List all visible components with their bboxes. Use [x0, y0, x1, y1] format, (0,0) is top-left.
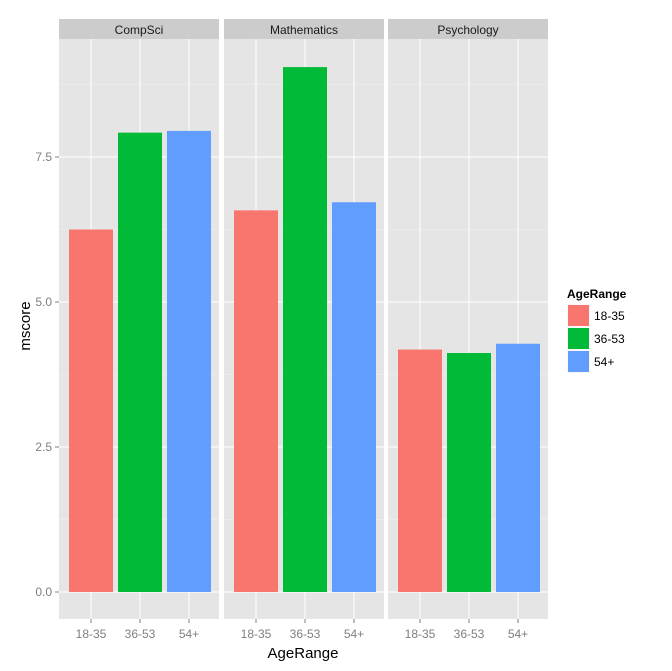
- y-axis: 0.0 2.5 5.0 7.5: [35, 150, 59, 599]
- bar-psychology-54+: [496, 343, 540, 592]
- legend-swatch: [568, 351, 589, 372]
- x-axis-title: AgeRange: [268, 645, 339, 662]
- bar-mathematics-18-35: [234, 210, 278, 593]
- x-tick-label: 18-35: [76, 627, 107, 641]
- facet-strip-label: Psychology: [437, 23, 498, 37]
- legend: AgeRange 18-35 36-53 54+: [566, 287, 627, 374]
- bar-compsci-18-35: [69, 229, 113, 592]
- facet-panels: CompSci Mathematics Psychology: [59, 19, 548, 619]
- x-tick-label: 18-35: [241, 627, 272, 641]
- bar-mathematics-36-53: [283, 67, 327, 593]
- bar-compsci-54+: [167, 130, 211, 592]
- bar-mathematics-54+: [332, 202, 376, 593]
- x-tick-label: 36-53: [290, 627, 321, 641]
- legend-title: AgeRange: [567, 287, 627, 301]
- facet-strip-label: CompSci: [115, 23, 164, 37]
- legend-label: 36-53: [594, 332, 625, 346]
- legend-swatch: [568, 305, 589, 326]
- x-tick-label: 54+: [344, 627, 364, 641]
- y-tick-label: 2.5: [35, 440, 52, 454]
- x-tick-label: 54+: [179, 627, 199, 641]
- x-tick-label: 36-53: [454, 627, 485, 641]
- facet-strip: [59, 19, 219, 39]
- x-axis: 18-35 36-53 54+ 18-35 36-53 54+ 18-35 36-53 54+: [76, 619, 528, 641]
- y-tick-label: 0.0: [35, 585, 52, 599]
- bar-psychology-36-53: [447, 353, 491, 592]
- x-tick-label: 18-35: [405, 627, 436, 641]
- legend-swatch: [568, 328, 589, 349]
- x-tick-label: 54+: [508, 627, 528, 641]
- y-axis-title: mscore: [17, 301, 34, 350]
- y-tick-label: 7.5: [35, 150, 52, 164]
- legend-item: 36-53: [566, 326, 625, 351]
- facet-panel-psychology: Psychology: [388, 19, 548, 619]
- legend-item: 18-35: [566, 303, 625, 328]
- facet-strip-label: Mathematics: [270, 23, 338, 37]
- legend-label: 18-35: [594, 309, 625, 323]
- facet-panel-compsci: CompSci: [59, 19, 219, 619]
- bar-compsci-36-53: [118, 132, 162, 592]
- facet-strip: [388, 19, 548, 39]
- facet-strip: [224, 19, 384, 39]
- x-tick-label: 36-53: [125, 627, 156, 641]
- legend-item: 54+: [566, 349, 614, 374]
- legend-label: 54+: [594, 355, 614, 369]
- facet-panel-mathematics: Mathematics: [224, 19, 384, 619]
- bar-psychology-18-35: [398, 349, 442, 592]
- y-tick-label: 5.0: [35, 295, 52, 309]
